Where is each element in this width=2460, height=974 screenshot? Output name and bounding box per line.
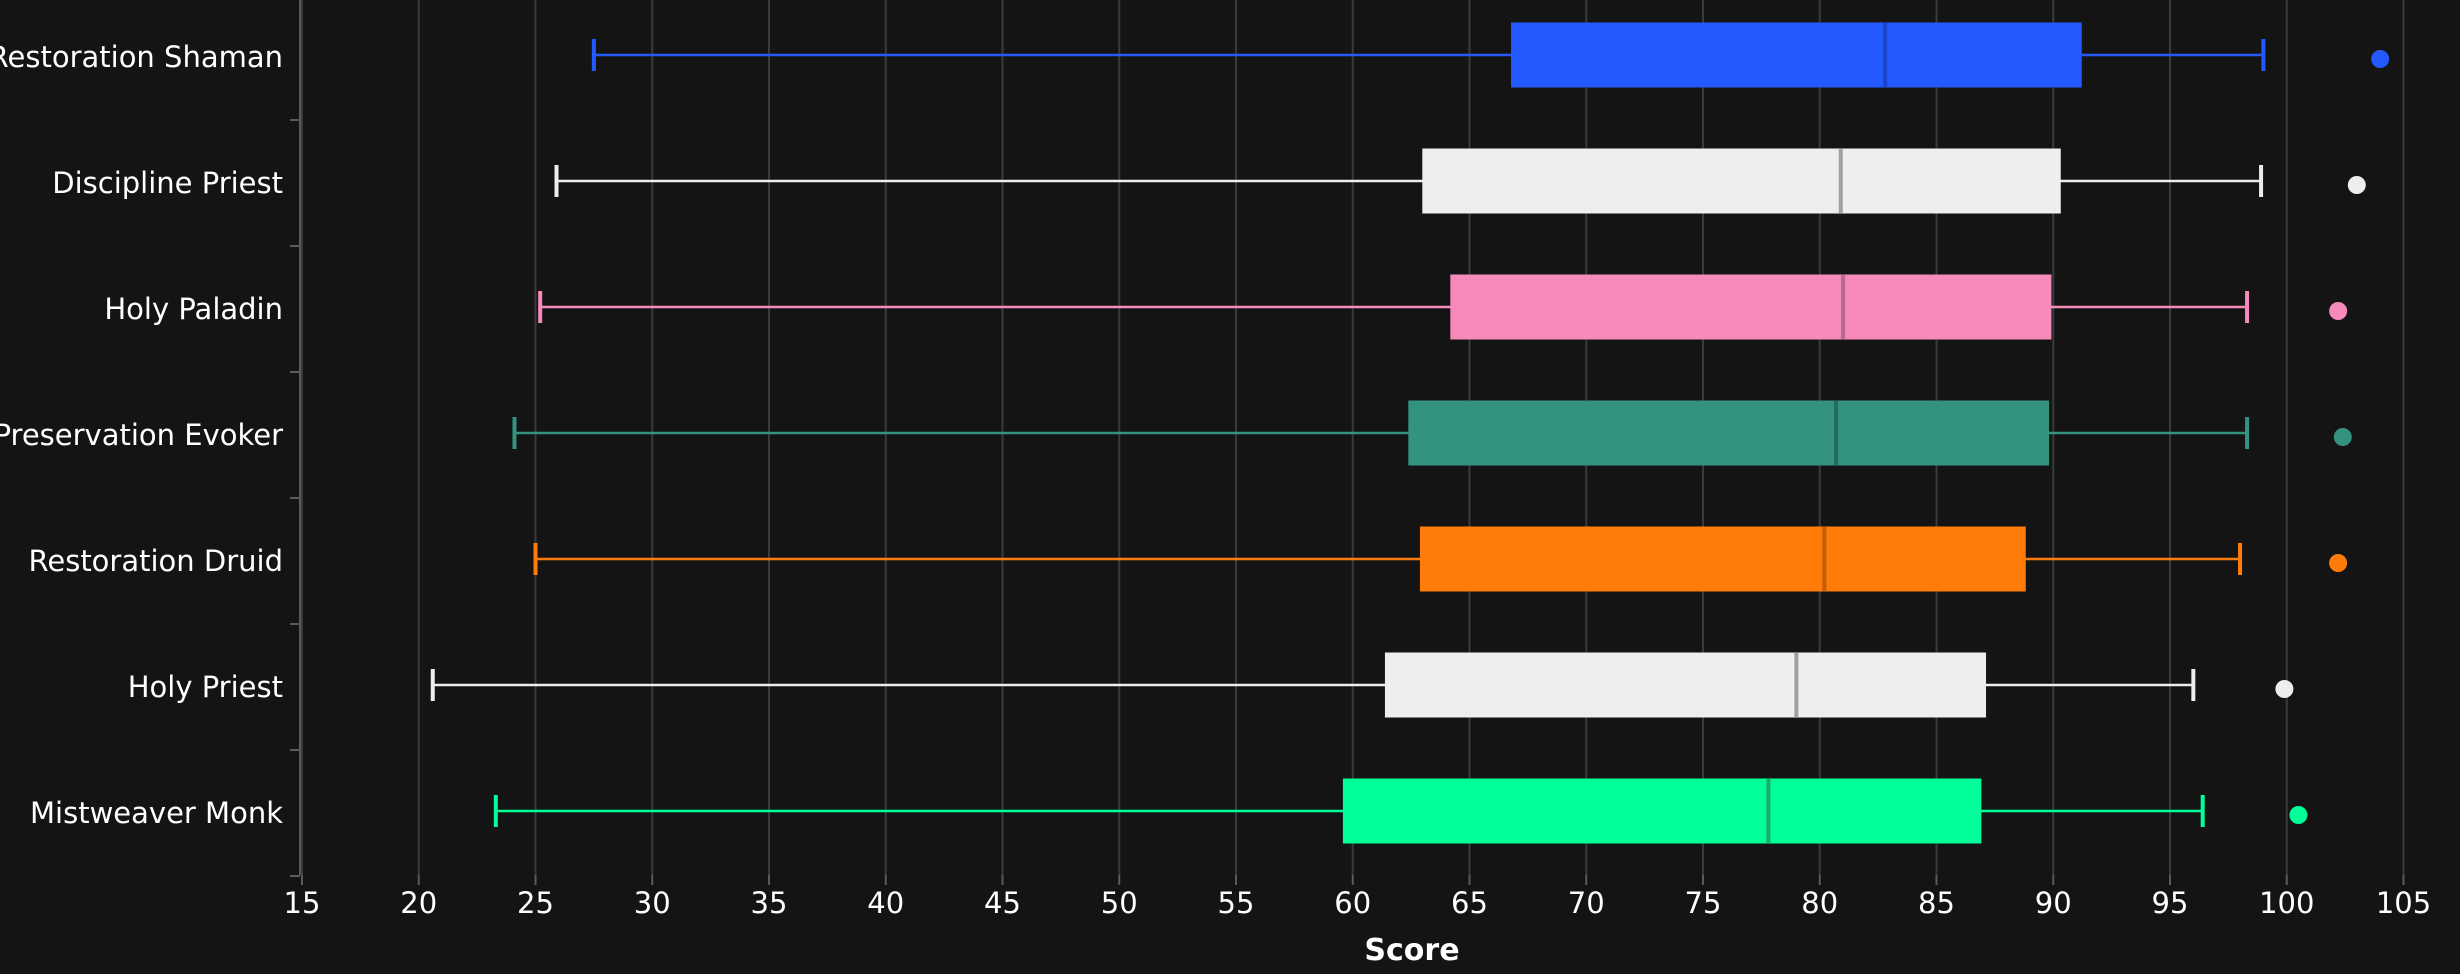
x-tick-label: 50: [1101, 886, 1138, 920]
x-tick-label: 70: [1568, 886, 1605, 920]
x-tick-label: 40: [867, 886, 904, 920]
x-tick-label: 30: [634, 886, 671, 920]
x-tick-label: 45: [984, 886, 1021, 920]
iqr-box: [1408, 400, 2050, 466]
category-labels: Restoration Shaman Discipline Priest Holy …: [0, 40, 283, 830]
box-plots: [430, 22, 2390, 844]
box-group: [512, 400, 2352, 466]
x-tick-label: 25: [517, 886, 554, 920]
category-label: Holy Paladin: [104, 292, 283, 326]
category-label: Restoration Shaman: [0, 40, 283, 74]
iqr-box: [1450, 274, 2052, 340]
x-tick-label: 65: [1451, 886, 1488, 920]
x-tick-label: 35: [751, 886, 788, 920]
box-group: [591, 22, 2390, 88]
x-tick-label: 100: [2259, 886, 2314, 920]
x-tick-label: 85: [1918, 886, 1955, 920]
outlier-point: [2329, 302, 2348, 320]
box-group: [538, 274, 2348, 340]
x-axis-title: Score: [1364, 933, 1459, 968]
outlier-point: [2371, 50, 2390, 68]
x-tick-label: 90: [2035, 886, 2072, 920]
outlier-point: [2333, 428, 2352, 446]
outlier-point: [2347, 176, 2366, 194]
category-label: Restoration Druid: [29, 544, 283, 578]
category-label: Holy Priest: [128, 670, 283, 704]
box-group: [493, 778, 2308, 844]
box-group: [430, 652, 2294, 718]
iqr-box: [1511, 22, 2082, 88]
x-tick-label: 105: [2376, 886, 2431, 920]
x-tick-label: 15: [284, 886, 321, 920]
category-label: Preservation Evoker: [0, 418, 283, 452]
x-tick-label: 20: [400, 886, 437, 920]
category-label: Mistweaver Monk: [30, 796, 283, 830]
box-group: [533, 526, 2348, 592]
outlier-point: [2329, 554, 2348, 572]
x-tick-label: 55: [1218, 886, 1255, 920]
outlier-point: [2275, 680, 2294, 698]
x-tick-label: 95: [2152, 886, 2189, 920]
x-tick-label: 80: [1801, 886, 1838, 920]
outlier-point: [2289, 806, 2308, 824]
x-tick-label: 75: [1685, 886, 1722, 920]
iqr-box: [1342, 778, 1982, 844]
x-tick-label: 60: [1334, 886, 1371, 920]
box-group: [554, 148, 2366, 214]
axes: 15 20 25 30 35 40 45 50 55 60 65 70 75 80 85 90 95 100 105: [284, 0, 2431, 920]
iqr-box: [1422, 148, 2061, 214]
iqr-box: [1384, 652, 1987, 718]
iqr-box: [1419, 526, 2026, 592]
category-label: Discipline Priest: [52, 166, 283, 200]
